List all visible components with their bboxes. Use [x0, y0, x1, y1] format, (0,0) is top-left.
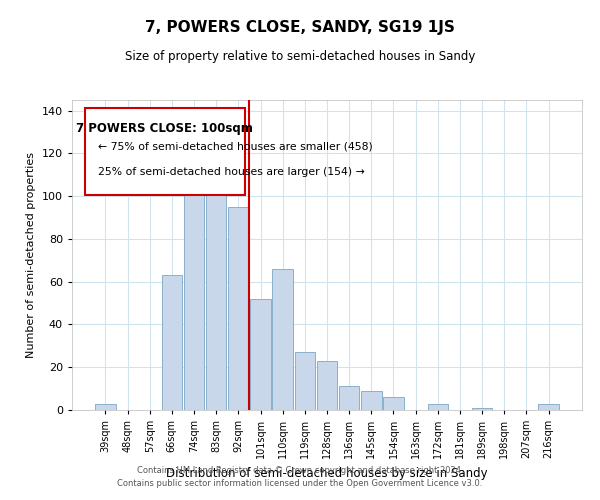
Y-axis label: Number of semi-detached properties: Number of semi-detached properties [26, 152, 36, 358]
Bar [295, 352, 315, 410]
Bar [95, 404, 116, 410]
Bar [383, 397, 404, 410]
Text: 7 POWERS CLOSE: 100sqm: 7 POWERS CLOSE: 100sqm [76, 122, 253, 134]
Text: Size of property relative to semi-detached houses in Sandy: Size of property relative to semi-detach… [125, 50, 475, 63]
Bar [428, 404, 448, 410]
Bar [250, 299, 271, 410]
Text: ← 75% of semi-detached houses are smaller (458): ← 75% of semi-detached houses are smalle… [97, 142, 372, 152]
Bar [161, 276, 182, 410]
Bar [228, 207, 248, 410]
Bar [472, 408, 493, 410]
Bar [317, 361, 337, 410]
Text: Contains HM Land Registry data © Crown copyright and database right 2024.
Contai: Contains HM Land Registry data © Crown c… [118, 466, 482, 487]
X-axis label: Distribution of semi-detached houses by size in Sandy: Distribution of semi-detached houses by … [166, 466, 488, 479]
Bar [272, 269, 293, 410]
FancyBboxPatch shape [85, 108, 245, 194]
Text: 25% of semi-detached houses are larger (154) →: 25% of semi-detached houses are larger (… [97, 167, 364, 177]
Bar [184, 175, 204, 410]
Bar [538, 404, 559, 410]
Text: 7, POWERS CLOSE, SANDY, SG19 1JS: 7, POWERS CLOSE, SANDY, SG19 1JS [145, 20, 455, 35]
Bar [361, 391, 382, 410]
Bar [339, 386, 359, 410]
Bar [206, 166, 226, 410]
